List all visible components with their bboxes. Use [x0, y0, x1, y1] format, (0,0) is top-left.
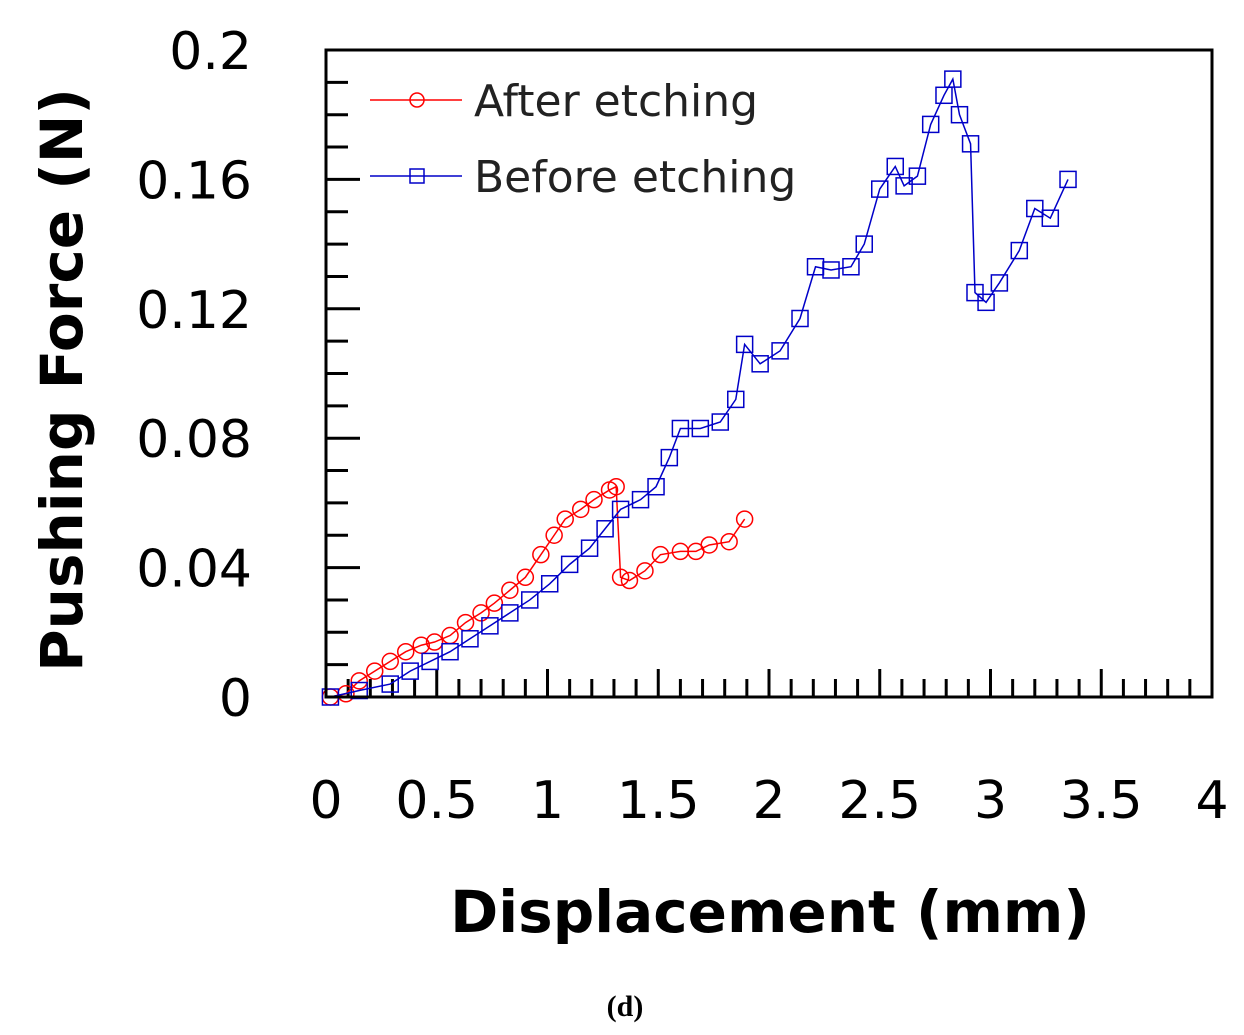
data-point — [711, 413, 730, 431]
x-tick-label: 3.5 — [1060, 771, 1143, 831]
x-tick-label: 1.5 — [617, 771, 700, 831]
figure-caption: (d) — [607, 990, 644, 1023]
data-point — [751, 355, 769, 373]
data-point — [921, 115, 940, 134]
data-point — [421, 652, 439, 671]
data-point — [580, 539, 599, 557]
data-point — [441, 642, 459, 661]
data-point — [472, 604, 490, 622]
y-tick-label: 0.16 — [136, 151, 252, 211]
data-point — [671, 419, 690, 438]
data-point — [620, 571, 639, 590]
plot-frame — [324, 48, 1214, 699]
data-point — [720, 532, 738, 551]
x-tick-label: 0 — [309, 771, 342, 831]
data-point — [842, 257, 860, 276]
data-point — [944, 70, 962, 88]
x-tick-label: 3 — [974, 771, 1007, 831]
data-point — [461, 630, 479, 648]
series-line — [330, 76, 1069, 698]
x-tick-label: 0.5 — [395, 771, 478, 831]
legend-marker-before — [409, 168, 425, 184]
y-tick-label: 0.08 — [136, 410, 252, 470]
data-point — [977, 293, 995, 312]
data-point — [521, 591, 539, 609]
data-point — [556, 510, 574, 528]
data-point — [425, 633, 444, 651]
data-point — [871, 180, 889, 198]
data-point — [381, 675, 399, 693]
data-point — [895, 177, 913, 195]
data-point — [966, 283, 984, 302]
data-point — [886, 157, 905, 176]
data-point — [950, 105, 969, 124]
y-tick-label: 0.2 — [169, 22, 252, 82]
data-point — [1026, 199, 1044, 218]
data-point — [961, 135, 980, 153]
legend-label-before: Before etching — [474, 152, 796, 203]
x-tick-label: 2 — [752, 771, 785, 831]
data-point — [700, 536, 718, 554]
data-point — [822, 261, 840, 279]
data-point — [735, 510, 754, 528]
data-point — [501, 581, 519, 599]
data-point — [585, 490, 603, 509]
data-point — [350, 672, 368, 690]
data-point — [481, 617, 499, 635]
data-point — [485, 594, 504, 612]
x-tick-label: 1 — [531, 771, 564, 831]
data-point — [908, 167, 927, 185]
data-point — [412, 636, 430, 654]
y-tick-label: 0.12 — [136, 281, 252, 341]
data-point — [532, 545, 550, 564]
data-point — [607, 477, 625, 496]
data-point — [855, 235, 873, 253]
data-point — [540, 575, 559, 593]
data-point — [1059, 170, 1077, 189]
x-axis-title: Displacement (mm) — [450, 878, 1090, 946]
data-point — [651, 545, 670, 564]
data-point — [611, 500, 630, 519]
data-point — [771, 342, 789, 360]
x-tick-label: 2.5 — [838, 771, 921, 831]
data-point — [631, 490, 650, 509]
data-point — [611, 568, 630, 587]
legend-label-after: After etching — [474, 76, 758, 127]
y-tick-label: 0 — [219, 669, 252, 729]
data-point — [1010, 241, 1029, 260]
data-point — [691, 419, 710, 438]
x-tick-label: 4 — [1195, 771, 1228, 831]
data-point — [636, 562, 654, 580]
data-point — [735, 335, 754, 354]
data-point — [381, 652, 399, 671]
data-point — [935, 86, 953, 105]
data-point — [727, 390, 745, 409]
data-point — [660, 448, 679, 467]
data-point — [571, 500, 590, 519]
y-axis-title: Pushing Force (N) — [28, 88, 96, 672]
y-tick-label: 0.04 — [136, 540, 252, 600]
data-point — [516, 568, 535, 587]
data-point — [396, 642, 415, 661]
data-point — [791, 309, 809, 328]
series-after-etching — [321, 477, 754, 706]
series-before-etching — [321, 70, 1077, 706]
data-point — [647, 477, 665, 496]
data-point — [401, 662, 419, 680]
data-point — [501, 604, 519, 622]
data-point — [560, 555, 579, 574]
data-point — [596, 520, 614, 538]
data-point — [545, 526, 563, 544]
legend: After etching Before etching — [370, 76, 796, 203]
data-point — [990, 274, 1009, 292]
data-point — [350, 681, 368, 700]
data-point — [365, 662, 384, 680]
data-point — [1041, 209, 1060, 227]
legend-marker-after — [409, 92, 425, 108]
series-line — [330, 485, 746, 698]
